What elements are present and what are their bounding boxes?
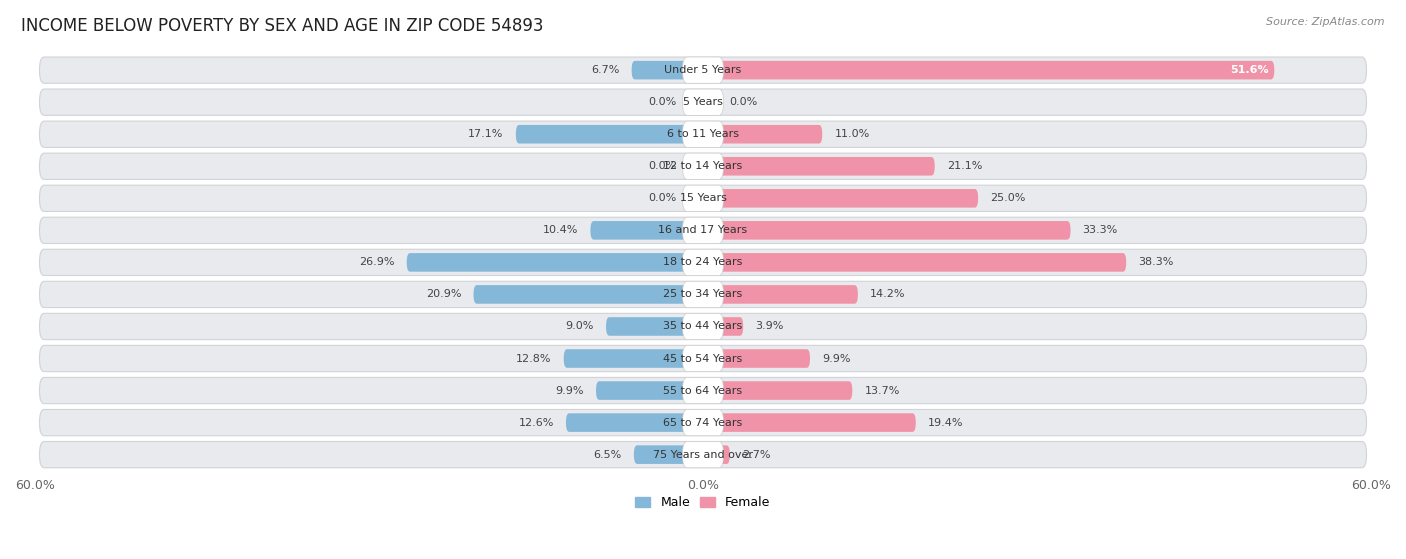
FancyBboxPatch shape [682, 281, 724, 307]
Text: 10.4%: 10.4% [543, 225, 578, 235]
Text: 0.0%: 0.0% [730, 97, 758, 107]
Text: Under 5 Years: Under 5 Years [665, 65, 741, 75]
Text: 6.7%: 6.7% [591, 65, 620, 75]
Text: 6 to 11 Years: 6 to 11 Years [666, 129, 740, 139]
Text: 65 to 74 Years: 65 to 74 Years [664, 418, 742, 428]
FancyBboxPatch shape [682, 121, 724, 148]
FancyBboxPatch shape [706, 285, 858, 304]
Text: 5 Years: 5 Years [683, 97, 723, 107]
FancyBboxPatch shape [706, 349, 810, 368]
Text: 3.9%: 3.9% [755, 321, 783, 331]
Text: 35 to 44 Years: 35 to 44 Years [664, 321, 742, 331]
FancyBboxPatch shape [682, 89, 724, 115]
Text: 25.0%: 25.0% [990, 193, 1025, 203]
FancyBboxPatch shape [567, 413, 700, 432]
Text: INCOME BELOW POVERTY BY SEX AND AGE IN ZIP CODE 54893: INCOME BELOW POVERTY BY SEX AND AGE IN Z… [21, 17, 544, 35]
FancyBboxPatch shape [39, 249, 1367, 276]
Text: 0.0%: 0.0% [648, 193, 676, 203]
Text: 11.0%: 11.0% [834, 129, 870, 139]
FancyBboxPatch shape [682, 409, 724, 435]
Text: Source: ZipAtlas.com: Source: ZipAtlas.com [1267, 17, 1385, 27]
FancyBboxPatch shape [39, 281, 1367, 307]
Text: 9.0%: 9.0% [565, 321, 593, 331]
FancyBboxPatch shape [706, 381, 852, 400]
FancyBboxPatch shape [631, 61, 700, 79]
FancyBboxPatch shape [39, 121, 1367, 148]
FancyBboxPatch shape [682, 217, 724, 244]
Text: 12.8%: 12.8% [516, 353, 551, 363]
FancyBboxPatch shape [706, 253, 1126, 272]
FancyBboxPatch shape [682, 57, 724, 83]
FancyBboxPatch shape [564, 349, 700, 368]
Text: 12 to 14 Years: 12 to 14 Years [664, 161, 742, 171]
Text: 6.5%: 6.5% [593, 449, 621, 459]
Text: 0.0%: 0.0% [648, 97, 676, 107]
Legend: Male, Female: Male, Female [630, 491, 776, 514]
FancyBboxPatch shape [706, 413, 915, 432]
Text: 17.1%: 17.1% [468, 129, 503, 139]
FancyBboxPatch shape [706, 221, 1070, 240]
Text: 25 to 34 Years: 25 to 34 Years [664, 290, 742, 300]
Text: 9.9%: 9.9% [823, 353, 851, 363]
FancyBboxPatch shape [634, 446, 700, 464]
FancyBboxPatch shape [706, 125, 823, 144]
FancyBboxPatch shape [682, 185, 724, 211]
FancyBboxPatch shape [39, 153, 1367, 179]
Text: 15 Years: 15 Years [679, 193, 727, 203]
FancyBboxPatch shape [516, 125, 700, 144]
FancyBboxPatch shape [39, 345, 1367, 372]
Text: 14.2%: 14.2% [870, 290, 905, 300]
FancyBboxPatch shape [39, 185, 1367, 211]
Text: 45 to 54 Years: 45 to 54 Years [664, 353, 742, 363]
FancyBboxPatch shape [39, 442, 1367, 468]
Text: 26.9%: 26.9% [359, 257, 395, 267]
FancyBboxPatch shape [706, 61, 1274, 79]
FancyBboxPatch shape [606, 317, 700, 336]
FancyBboxPatch shape [39, 217, 1367, 244]
Text: 19.4%: 19.4% [928, 418, 963, 428]
Text: 2.7%: 2.7% [742, 449, 770, 459]
FancyBboxPatch shape [39, 409, 1367, 435]
FancyBboxPatch shape [682, 377, 724, 404]
FancyBboxPatch shape [596, 381, 700, 400]
Text: 55 to 64 Years: 55 to 64 Years [664, 386, 742, 396]
FancyBboxPatch shape [406, 253, 700, 272]
FancyBboxPatch shape [39, 377, 1367, 404]
FancyBboxPatch shape [682, 249, 724, 276]
Text: 21.1%: 21.1% [946, 161, 983, 171]
Text: 9.9%: 9.9% [555, 386, 583, 396]
Text: 51.6%: 51.6% [1230, 65, 1268, 75]
FancyBboxPatch shape [39, 89, 1367, 115]
Text: 33.3%: 33.3% [1083, 225, 1118, 235]
Text: 18 to 24 Years: 18 to 24 Years [664, 257, 742, 267]
FancyBboxPatch shape [474, 285, 700, 304]
FancyBboxPatch shape [682, 442, 724, 468]
Text: 38.3%: 38.3% [1139, 257, 1174, 267]
FancyBboxPatch shape [39, 314, 1367, 340]
Text: 75 Years and over: 75 Years and over [652, 449, 754, 459]
FancyBboxPatch shape [706, 189, 979, 207]
FancyBboxPatch shape [682, 345, 724, 372]
Text: 12.6%: 12.6% [519, 418, 554, 428]
FancyBboxPatch shape [706, 157, 935, 176]
FancyBboxPatch shape [706, 446, 730, 464]
Text: 16 and 17 Years: 16 and 17 Years [658, 225, 748, 235]
Text: 13.7%: 13.7% [865, 386, 900, 396]
FancyBboxPatch shape [682, 153, 724, 179]
FancyBboxPatch shape [682, 314, 724, 340]
FancyBboxPatch shape [39, 57, 1367, 83]
FancyBboxPatch shape [706, 317, 744, 336]
FancyBboxPatch shape [591, 221, 700, 240]
Text: 20.9%: 20.9% [426, 290, 461, 300]
Text: 0.0%: 0.0% [648, 161, 676, 171]
